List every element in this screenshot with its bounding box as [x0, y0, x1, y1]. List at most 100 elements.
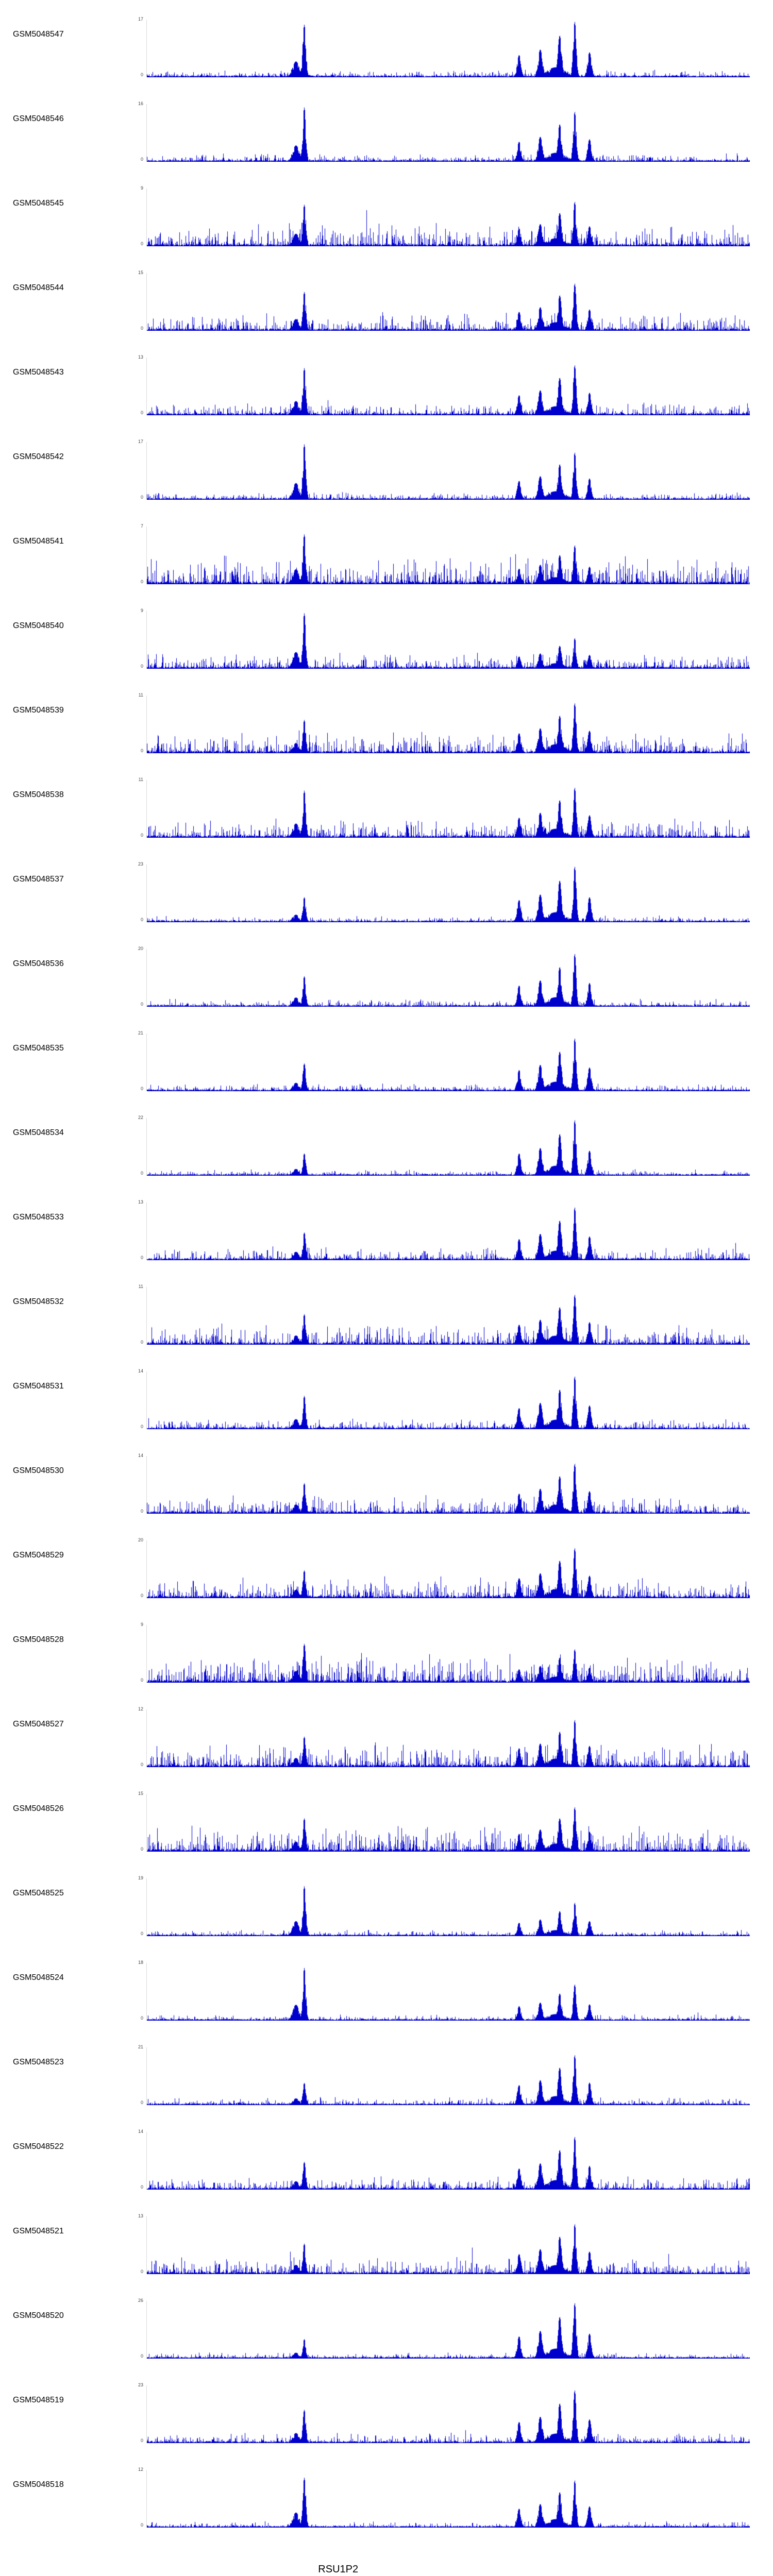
y-axis-zero-label: 0: [140, 1171, 143, 1176]
track-row: GSM5048539 11 0: [0, 690, 773, 775]
coverage-signal-plot: [147, 1709, 750, 1767]
y-axis-max-label: 13: [138, 1199, 143, 1205]
coverage-signal-plot: [147, 1963, 750, 2021]
track-row: GSM5048524 18 0: [0, 1958, 773, 2042]
track-row: GSM5048530 14 0: [0, 1451, 773, 1535]
y-axis-zero-label: 0: [140, 1340, 143, 1345]
track-sample-label: GSM5048542: [13, 452, 64, 461]
track-row: GSM5048546 16 0: [0, 99, 773, 183]
y-axis-max-label: 9: [140, 185, 143, 191]
y-axis-zero-label: 0: [140, 2522, 143, 2528]
track-sample-label: GSM5048541: [13, 537, 64, 546]
coverage-signal-plot: [147, 1118, 750, 1176]
coverage-signal-plot: [147, 1033, 750, 1091]
y-axis-zero-label: 0: [140, 1762, 143, 1767]
y-axis-zero-label: 0: [140, 833, 143, 838]
track-sample-label: GSM5048530: [13, 1466, 64, 1475]
y-axis-line: [146, 1794, 147, 1852]
y-axis-line: [146, 442, 147, 500]
y-axis-line: [146, 1878, 147, 1936]
y-axis-zero-label: 0: [140, 1677, 143, 1683]
y-axis-max-label: 16: [138, 101, 143, 106]
y-axis-line: [146, 20, 147, 77]
coverage-signal-plot: [147, 1878, 750, 1936]
y-axis-zero-label: 0: [140, 2438, 143, 2443]
track-row: GSM5048545 9 0: [0, 183, 773, 268]
y-axis-zero-label: 0: [140, 495, 143, 500]
track-row: GSM5048529 20 0: [0, 1535, 773, 1620]
track-sample-label: GSM5048528: [13, 1635, 64, 1644]
gene-title: RSU1P2: [318, 2564, 359, 2575]
y-axis-max-label: 15: [138, 270, 143, 275]
track-row: GSM5048542 17 0: [0, 437, 773, 521]
y-axis-max-label: 23: [138, 861, 143, 867]
track-row: GSM5048534 22 0: [0, 1113, 773, 1197]
y-axis-line: [146, 1118, 147, 1176]
track-row: GSM5048523 21 0: [0, 2042, 773, 2127]
coverage-signal-plot: [147, 2385, 750, 2443]
y-axis-max-label: 11: [138, 692, 143, 698]
coverage-signal-plot: [147, 1371, 750, 1429]
y-axis-max-label: 20: [138, 946, 143, 951]
y-axis-line: [146, 1625, 147, 1683]
coverage-signal-plot: [147, 189, 750, 246]
coverage-signal-plot: [147, 1794, 750, 1852]
track-row: GSM5048526 15 0: [0, 1789, 773, 1873]
y-axis-line: [146, 1033, 147, 1091]
y-axis-max-label: 13: [138, 354, 143, 360]
coverage-signal-plot: [147, 527, 750, 584]
coverage-signal-plot: [147, 2047, 750, 2105]
y-axis-zero-label: 0: [140, 2269, 143, 2274]
track-sample-label: GSM5048526: [13, 1804, 64, 1813]
track-row: GSM5048525 19 0: [0, 1873, 773, 1958]
track-sample-label: GSM5048527: [13, 1720, 64, 1728]
y-axis-max-label: 22: [138, 1115, 143, 1120]
coverage-signal-plot: [147, 2470, 750, 2528]
y-axis-line: [146, 1287, 147, 1345]
y-axis-max-label: 17: [138, 439, 143, 444]
track-row: GSM5048527 12 0: [0, 1704, 773, 1789]
y-axis-max-label: 20: [138, 1537, 143, 1543]
track-sample-label: GSM5048537: [13, 875, 64, 884]
track-row: GSM5048540 9 0: [0, 606, 773, 690]
coverage-signal-plot: [147, 696, 750, 753]
y-axis-line: [146, 1540, 147, 1598]
coverage-signal-plot: [147, 1625, 750, 1683]
track-sample-label: GSM5048520: [13, 2311, 64, 2320]
y-axis-max-label: 23: [138, 2382, 143, 2387]
y-axis-line: [146, 1371, 147, 1429]
track-sample-label: GSM5048533: [13, 1213, 64, 1222]
track-sample-label: GSM5048547: [13, 30, 64, 39]
coverage-signal-plot: [147, 949, 750, 1007]
y-axis-line: [146, 2216, 147, 2274]
track-row: GSM5048520 26 0: [0, 2296, 773, 2380]
coverage-signal-plot: [147, 104, 750, 162]
track-sample-label: GSM5048546: [13, 114, 64, 123]
y-axis-max-label: 18: [138, 1960, 143, 1965]
coverage-signal-plot: [147, 780, 750, 838]
track-row: GSM5048535 21 0: [0, 1028, 773, 1113]
y-axis-max-label: 19: [138, 1875, 143, 1880]
coverage-signal-plot: [147, 442, 750, 500]
y-axis-line: [146, 358, 147, 415]
track-sample-label: GSM5048538: [13, 790, 64, 799]
coverage-signal-plot: [147, 2216, 750, 2274]
track-row: GSM5048544 15 0: [0, 268, 773, 352]
y-axis-line: [146, 2047, 147, 2105]
coverage-signal-plot: [147, 1456, 750, 1514]
track-sample-label: GSM5048535: [13, 1044, 64, 1053]
y-axis-max-label: 11: [138, 1284, 143, 1289]
coverage-signal-plot: [147, 273, 750, 331]
y-axis-line: [146, 2385, 147, 2443]
track-row: GSM5048538 11 0: [0, 775, 773, 859]
y-axis-zero-label: 0: [140, 1931, 143, 1936]
y-axis-max-label: 14: [138, 1453, 143, 1458]
track-row: GSM5048518 12 0: [0, 2465, 773, 2549]
y-axis-zero-label: 0: [140, 326, 143, 331]
track-sample-label: GSM5048521: [13, 2227, 64, 2235]
y-axis-max-label: 7: [140, 523, 143, 529]
track-row: GSM5048537 23 0: [0, 859, 773, 944]
track-sample-label: GSM5048531: [13, 1382, 64, 1391]
gene-model-track: [0, 2550, 773, 2576]
